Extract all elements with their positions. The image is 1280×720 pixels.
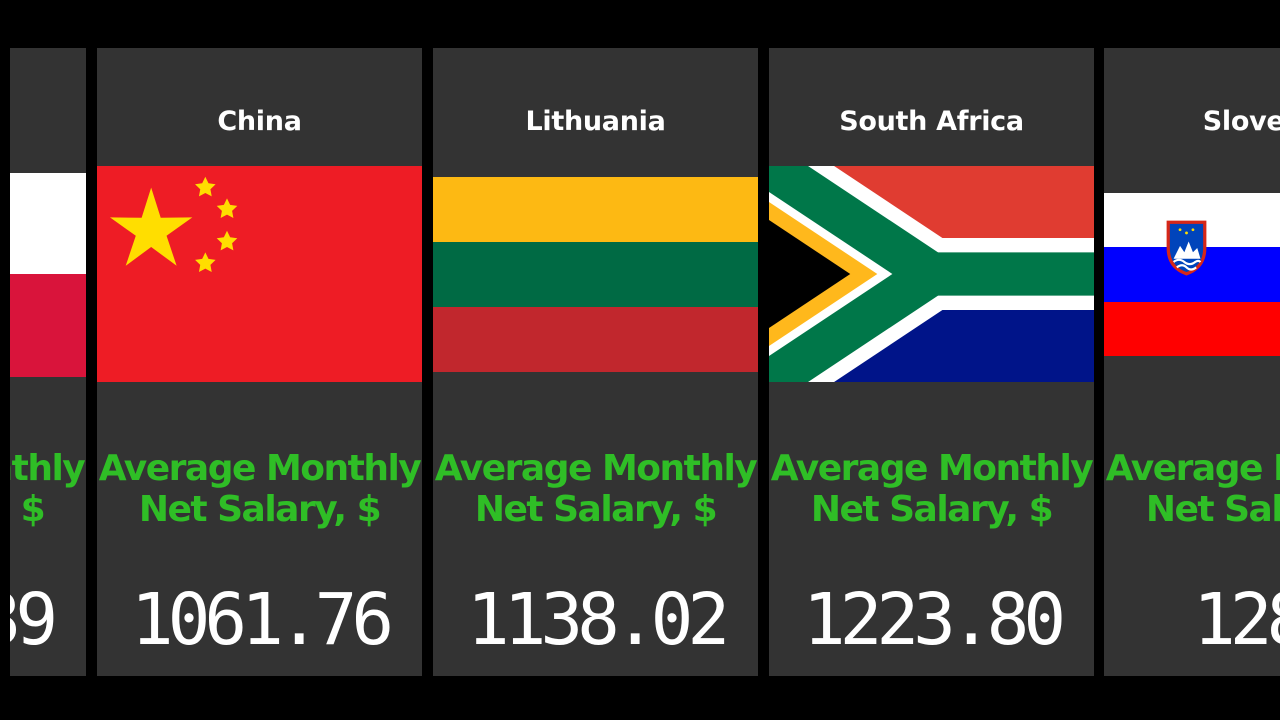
flag-south-africa [769, 166, 1094, 382]
salary-label: Average Monthly Net Salary, $ [770, 448, 1094, 530]
salary-label: Average Monthly Net Salary, $ [98, 448, 422, 530]
salary-label: Average Monthly Net Salary, $ [1105, 448, 1280, 530]
country-name: Lithuania [525, 106, 666, 137]
country-card-south-africa: South Africa Average Monthly Net Salary,… [769, 48, 1094, 676]
country-name: China [217, 106, 302, 137]
salary-value: 1061.76 [130, 578, 394, 661]
salary-label: Average Monthly Net Salary, $ [10, 448, 86, 530]
salary-label: Average Monthly Net Salary, $ [434, 448, 758, 530]
flag-china [97, 166, 422, 382]
salary-value: 1283 [1193, 578, 1280, 661]
country-card: Average Monthly Net Salary, $ 1037.39 [10, 48, 86, 676]
country-name: South Africa [839, 106, 1024, 137]
country-card-lithuania: Lithuania Average Monthly Net Salary, $ … [433, 48, 758, 676]
country-name: Slovenia [1202, 106, 1280, 137]
salary-value: 1138.02 [466, 578, 730, 661]
coat-of-arms-icon [1166, 220, 1207, 276]
salary-value: 1223.80 [802, 578, 1066, 661]
flag-lithuania [433, 177, 758, 372]
country-card-china: China Average Monthly Net Salary, $ 1061… [97, 48, 422, 676]
country-card-slovenia: Slovenia Average Monthly Net Salary, $ 1… [1104, 48, 1280, 676]
salary-value: 1037.39 [10, 578, 58, 661]
flag-poland [10, 173, 86, 377]
